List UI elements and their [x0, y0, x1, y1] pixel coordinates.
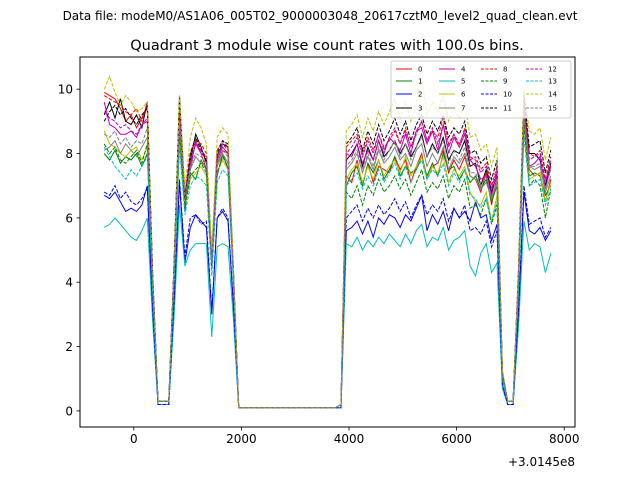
legend-label-8: 8	[503, 66, 507, 74]
x-tick-label: 2000	[226, 432, 257, 446]
file-suptitle: Data file: modeM0/AS1A06_005T02_90000030…	[63, 9, 578, 23]
legend-frame	[390, 60, 572, 119]
legend-label-1: 1	[418, 78, 422, 86]
legend-label-15: 15	[548, 105, 557, 113]
legend-label-3: 3	[418, 105, 422, 113]
y-tick-label: 8	[65, 147, 73, 161]
legend-label-6: 6	[461, 91, 466, 99]
x-tick-label: 4000	[334, 432, 365, 446]
legend-label-2: 2	[418, 91, 422, 99]
legend-label-9: 9	[503, 78, 507, 86]
plot-frame	[79, 56, 576, 428]
x-tick-label: 6000	[441, 432, 472, 446]
x-offset-label: +3.0145e8	[508, 455, 575, 469]
series-line-15	[103, 114, 552, 409]
y-tick-label: 10	[58, 83, 73, 97]
y-axis: 0 2 4 6 8 10	[58, 83, 80, 418]
y-tick-label: 6	[65, 211, 73, 225]
x-tick-label: 8000	[549, 432, 580, 446]
legend-label-12: 12	[548, 66, 557, 74]
y-tick-label: 4	[65, 276, 73, 290]
legend-label-0: 0	[418, 66, 422, 74]
series-line-14	[103, 74, 552, 409]
legend-label-14: 14	[548, 91, 557, 99]
x-tick-label: 0	[130, 432, 138, 446]
legend-label-7: 7	[461, 105, 465, 113]
x-axis: 0 2000 4000 6000 8000	[130, 427, 580, 446]
legend-label-5: 5	[461, 78, 465, 86]
legend-label-13: 13	[548, 78, 557, 86]
y-tick-label: 2	[65, 340, 73, 354]
legend-label-11: 11	[503, 105, 512, 113]
series-layer	[103, 74, 552, 409]
legend-label-4: 4	[461, 66, 466, 74]
legend-label-10: 10	[503, 91, 512, 99]
chart-title: Quadrant 3 module wise count rates with …	[130, 38, 524, 54]
y-tick-label: 0	[65, 404, 73, 418]
